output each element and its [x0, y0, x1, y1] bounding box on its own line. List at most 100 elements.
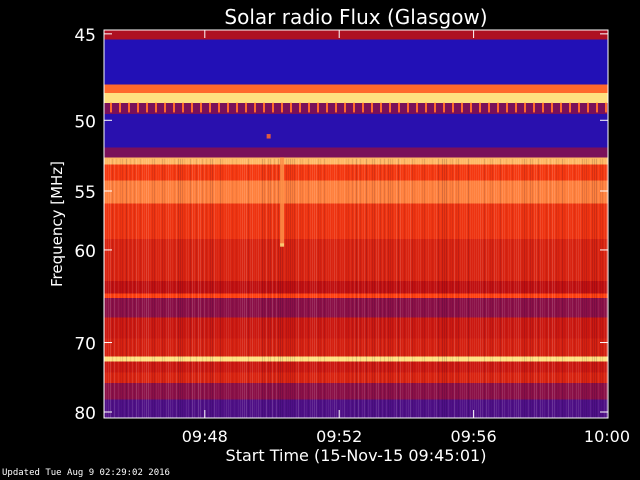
noise-streak [524, 158, 525, 419]
noise-streak [160, 158, 161, 419]
noise-streak [404, 158, 405, 419]
noise-streak [216, 158, 217, 419]
noise-streak [452, 158, 453, 419]
noise-streak [230, 158, 231, 419]
noise-streak [492, 158, 493, 419]
comb-mark [434, 102, 436, 113]
comb-mark [398, 102, 400, 113]
noise-streak [600, 158, 601, 419]
noise-streak [276, 158, 277, 419]
noise-streak [490, 158, 491, 419]
burst-feature [280, 243, 285, 247]
noise-streak [454, 158, 455, 419]
noise-streak [316, 158, 317, 419]
y-tick-label: 45 [74, 26, 96, 46]
noise-streak [292, 158, 293, 419]
comb-mark [578, 102, 580, 113]
comb-mark [524, 102, 526, 113]
noise-streak [150, 158, 151, 419]
comb-mark [506, 102, 508, 113]
noise-streak [366, 158, 367, 419]
noise-streak [374, 158, 375, 419]
noise-streak [238, 158, 239, 419]
noise-streak [592, 158, 593, 419]
noise-streak [180, 158, 181, 419]
comb-mark [515, 102, 517, 113]
noise-streak [232, 158, 233, 419]
noise-streak [590, 158, 591, 419]
noise-streak [138, 158, 139, 419]
noise-streak [462, 158, 463, 419]
noise-streak [538, 158, 539, 419]
comb-mark [164, 102, 166, 113]
noise-streak [128, 158, 129, 419]
chart-title: Solar radio Flux (Glasgow) [224, 5, 487, 29]
noise-streak [200, 158, 201, 419]
noise-streak [288, 158, 289, 419]
noise-streak [302, 158, 303, 419]
comb-mark [263, 102, 265, 113]
comb-mark [362, 102, 364, 113]
y-tick-label: 70 [74, 335, 96, 355]
noise-streak [548, 158, 549, 419]
noise-streak [204, 158, 205, 419]
noise-streak [414, 158, 415, 419]
noise-streak [136, 158, 137, 419]
burst-feature [266, 134, 271, 139]
noise-streak [182, 158, 183, 419]
noise-streak [158, 158, 159, 419]
noise-streak [534, 158, 535, 419]
noise-streak [308, 158, 309, 419]
noise-streak [116, 158, 117, 419]
noise-streak [344, 158, 345, 419]
noise-streak [418, 158, 419, 419]
noise-streak [272, 158, 273, 419]
noise-streak [186, 158, 187, 419]
noise-streak [566, 158, 567, 419]
noise-streak [458, 158, 459, 419]
spectrogram-background [104, 30, 608, 418]
plot-frame [103, 29, 609, 419]
noise-streak [398, 158, 399, 419]
noise-streak [184, 158, 185, 419]
x-axis-label: Start Time (15-Nov-15 09:45:01) [226, 446, 487, 465]
noise-streak [526, 158, 527, 419]
noise-streak [580, 158, 581, 419]
noise-streak [120, 158, 121, 419]
noise-streak [476, 158, 477, 419]
comb-mark [488, 102, 490, 113]
comb-mark [236, 102, 238, 113]
noise-streak [512, 158, 513, 419]
noise-streak [562, 158, 563, 419]
noise-streak [274, 158, 275, 419]
noise-streak [348, 158, 349, 419]
noise-streak [306, 158, 307, 419]
noise-streak [212, 158, 213, 419]
y-axis: 45 50 55 60 70 80 [74, 26, 608, 424]
noise-streak [446, 158, 447, 419]
noise-streak [342, 158, 343, 419]
y-axis-label: Frequency [MHz] [48, 161, 66, 287]
noise-streak [110, 158, 111, 419]
noise-streak [428, 158, 429, 419]
noise-streak [596, 158, 597, 419]
noise-streak [352, 158, 353, 419]
x-tick-label: 09:56 [451, 427, 497, 446]
noise-streak [242, 158, 243, 419]
noise-streak [122, 158, 123, 419]
noise-streak [602, 158, 603, 419]
noise-streak [156, 158, 157, 419]
noise-streak [144, 158, 145, 419]
noise-streak [474, 158, 475, 419]
noise-streak [358, 158, 359, 419]
noise-streak [140, 158, 141, 419]
comb-mark [380, 102, 382, 113]
comb-mark [569, 102, 571, 113]
y-tick-label: 60 [74, 242, 96, 262]
comb-mark [542, 102, 544, 113]
noise-streak [532, 158, 533, 419]
noise-streak [420, 158, 421, 419]
noise-streak [606, 158, 607, 419]
comb-mark [200, 102, 202, 113]
comb-mark [605, 102, 607, 113]
